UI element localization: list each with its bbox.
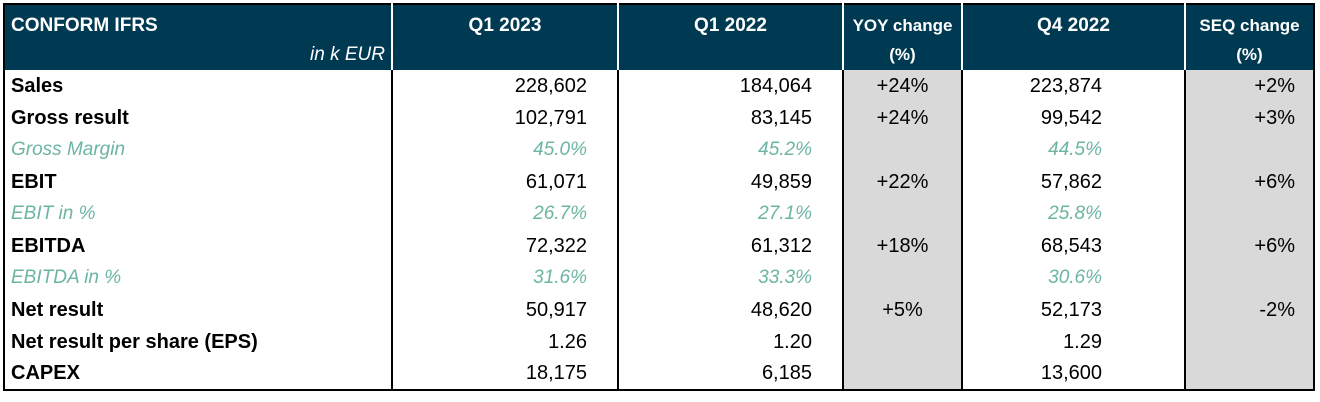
table-row-gross-margin: Gross Margin 45.0% 45.2% 44.5% bbox=[4, 134, 1314, 166]
cell-q4-2022: 223,874 bbox=[961, 70, 1185, 102]
cell-yoy: +5% bbox=[842, 294, 962, 326]
table-row-ebitda: EBITDA 72,322 61,312 +18% 68,543 +6% bbox=[4, 230, 1314, 262]
cell-q1-2023: 102,791 bbox=[391, 102, 618, 134]
row-label: Net result per share (EPS) bbox=[11, 330, 258, 353]
cell-q1-2023: 61,071 bbox=[391, 166, 618, 198]
cell-q1-2022: 33.3% bbox=[617, 262, 843, 294]
cell-seq bbox=[1184, 134, 1314, 166]
row-label: EBITDA in % bbox=[11, 267, 122, 288]
cell-q1-2023: 228,602 bbox=[391, 70, 618, 102]
cell-q1-2022: 48,620 bbox=[617, 294, 843, 326]
cell-seq bbox=[1184, 198, 1314, 230]
cell-seq bbox=[1184, 358, 1314, 390]
cell-q4-2022: 99,542 bbox=[961, 102, 1185, 134]
cell-yoy bbox=[842, 198, 962, 230]
cell-q4-2022: 25.8% bbox=[961, 198, 1185, 230]
cell-seq: +6% bbox=[1184, 230, 1314, 262]
table-row-gross-result: Gross result 102,791 83,145 +24% 99,542 … bbox=[4, 102, 1314, 134]
cell-q1-2022: 6,185 bbox=[617, 358, 843, 390]
cell-q1-2022: 45.2% bbox=[617, 134, 843, 166]
cell-q1-2023: 1.26 bbox=[391, 326, 618, 358]
cell-seq: +3% bbox=[1184, 102, 1314, 134]
header-seq-line2: (%) bbox=[1236, 45, 1263, 64]
cell-q4-2022: 44.5% bbox=[961, 134, 1185, 166]
cell-q1-2023: 72,322 bbox=[391, 230, 618, 262]
cell-yoy bbox=[842, 134, 962, 166]
header-yoy-line2: (%) bbox=[889, 45, 916, 64]
cell-q1-2023: 31.6% bbox=[391, 262, 618, 294]
header-q4-2022: Q4 2022 bbox=[961, 4, 1185, 70]
cell-q1-2023: 50,917 bbox=[391, 294, 618, 326]
table-row-ebit-pct: EBIT in % 26.7% 27.1% 25.8% bbox=[4, 198, 1314, 230]
cell-yoy: +24% bbox=[842, 102, 962, 134]
cell-q4-2022: 13,600 bbox=[961, 358, 1185, 390]
cell-yoy bbox=[842, 326, 962, 358]
cell-q4-2022: 57,862 bbox=[961, 166, 1185, 198]
row-label: Gross result bbox=[11, 106, 129, 129]
cell-q4-2022: 52,173 bbox=[961, 294, 1185, 326]
header-seq-line1: SEQ change bbox=[1199, 16, 1300, 35]
table-row-ebit: EBIT 61,071 49,859 +22% 57,862 +6% bbox=[4, 166, 1314, 198]
table-row-eps: Net result per share (EPS) 1.26 1.20 1.2… bbox=[4, 326, 1314, 358]
table-row-net-result: Net result 50,917 48,620 +5% 52,173 -2% bbox=[4, 294, 1314, 326]
cell-q1-2022: 27.1% bbox=[617, 198, 843, 230]
header-title-cell: CONFORM IFRS in k EUR bbox=[4, 4, 392, 70]
row-label: CAPEX bbox=[11, 362, 80, 384]
cell-q1-2022: 1.20 bbox=[617, 326, 843, 358]
cell-q4-2022: 1.29 bbox=[961, 326, 1185, 358]
row-label: Sales bbox=[11, 74, 64, 97]
cell-q4-2022: 30.6% bbox=[961, 262, 1185, 294]
row-label: EBIT bbox=[11, 170, 57, 193]
cell-q1-2022: 61,312 bbox=[617, 230, 843, 262]
cell-q1-2023: 26.7% bbox=[391, 198, 618, 230]
table-row-capex: CAPEX 18,175 6,185 13,600 bbox=[4, 358, 1314, 390]
cell-yoy: +24% bbox=[842, 70, 962, 102]
row-label: EBIT in % bbox=[11, 203, 96, 224]
header-q1-2022: Q1 2022 bbox=[617, 4, 843, 70]
cell-q1-2022: 49,859 bbox=[617, 166, 843, 198]
cell-q1-2023: 18,175 bbox=[391, 358, 618, 390]
header-yoy-line1: YOY change bbox=[852, 16, 953, 35]
cell-seq: +6% bbox=[1184, 166, 1314, 198]
row-label: Gross Margin bbox=[11, 139, 126, 160]
cell-seq bbox=[1184, 326, 1314, 358]
header-q1-2023: Q1 2023 bbox=[391, 4, 618, 70]
cell-yoy: +18% bbox=[842, 230, 962, 262]
table-header-row: CONFORM IFRS in k EUR Q1 2023 Q1 2022 YO… bbox=[4, 4, 1314, 70]
table-title: CONFORM IFRS bbox=[11, 15, 158, 36]
row-label: EBITDA bbox=[11, 234, 86, 257]
cell-seq: -2% bbox=[1184, 294, 1314, 326]
table-row-ebitda-pct: EBITDA in % 31.6% 33.3% 30.6% bbox=[4, 262, 1314, 294]
header-yoy-change: YOY change (%) bbox=[842, 4, 962, 70]
financial-results-table: CONFORM IFRS in k EUR Q1 2023 Q1 2022 YO… bbox=[3, 3, 1315, 391]
cell-yoy bbox=[842, 358, 962, 390]
cell-q1-2022: 83,145 bbox=[617, 102, 843, 134]
cell-seq: +2% bbox=[1184, 70, 1314, 102]
cell-q4-2022: 68,543 bbox=[961, 230, 1185, 262]
cell-yoy bbox=[842, 262, 962, 294]
table-row-sales: Sales 228,602 184,064 +24% 223,874 +2% bbox=[4, 70, 1314, 102]
cell-seq bbox=[1184, 262, 1314, 294]
cell-q1-2022: 184,064 bbox=[617, 70, 843, 102]
row-label: Net result bbox=[11, 298, 104, 321]
unit-label: in k EUR bbox=[310, 44, 385, 65]
header-seq-change: SEQ change (%) bbox=[1184, 4, 1314, 70]
cell-q1-2023: 45.0% bbox=[391, 134, 618, 166]
cell-yoy: +22% bbox=[842, 166, 962, 198]
